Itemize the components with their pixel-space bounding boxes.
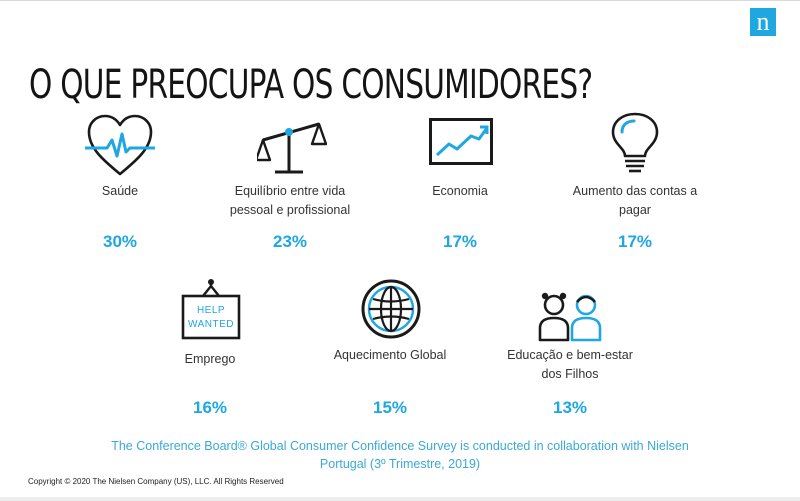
concern-item-contas: Aumento das contas a pagar 17% <box>570 110 700 260</box>
concern-label: Aumento das contas a pagar <box>572 184 698 217</box>
concern-item-emprego: HELP WANTED Emprego 16% <box>145 276 275 426</box>
concern-label: Aquecimento Global <box>333 348 447 362</box>
concern-item-saude: Saúde 30% <box>55 110 185 260</box>
concern-item-aquecimento: Aquecimento Global 15% <box>325 276 455 426</box>
sign-text-wanted: WANTED <box>188 319 234 330</box>
logo-letter: n <box>756 7 770 36</box>
concern-label: Economia <box>432 184 488 198</box>
concern-percentage: 15% <box>372 398 408 417</box>
balance-scale-icon <box>257 122 327 174</box>
concern-label: Educação e bem-estar dos Filhos <box>507 348 633 381</box>
concern-label: Saúde <box>101 184 139 198</box>
concern-item-economia: Economia 17% <box>395 110 525 260</box>
concern-percentage: 30% <box>102 232 138 251</box>
top-divider <box>0 0 800 1</box>
children-icon <box>538 292 602 342</box>
concern-percentage: 17% <box>442 232 478 251</box>
economy-chart-icon <box>429 118 493 165</box>
bottom-divider <box>0 497 800 501</box>
globe-icon <box>361 279 421 339</box>
heart-pulse-icon <box>85 114 155 176</box>
light-bulb-icon <box>611 112 659 173</box>
concern-percentage: 16% <box>192 398 228 417</box>
concern-percentage: 17% <box>617 232 653 251</box>
concern-label: Emprego <box>184 352 236 366</box>
sign-text-help: HELP <box>197 305 225 316</box>
concern-label: Equilíbrio entre vida pessoal e profissi… <box>229 184 351 217</box>
concern-item-equilibrio: Equilíbrio entre vida pessoal e profissi… <box>215 110 365 260</box>
concern-percentage: 23% <box>272 232 308 251</box>
nielsen-logo: n <box>750 8 776 36</box>
source-footnote: The Conference Board® Global Consumer Co… <box>111 439 689 471</box>
copyright-notice: Copyright © 2020 The Nielsen Company (US… <box>28 477 284 486</box>
help-wanted-sign-icon: HELP WANTED <box>181 279 241 340</box>
concern-percentage: 13% <box>552 398 588 417</box>
page-title: O QUE PREOCUPA OS CONSUMIDORES? <box>29 61 593 108</box>
concern-item-filhos: Educação e bem-estar dos Filhos 13% <box>505 276 635 426</box>
